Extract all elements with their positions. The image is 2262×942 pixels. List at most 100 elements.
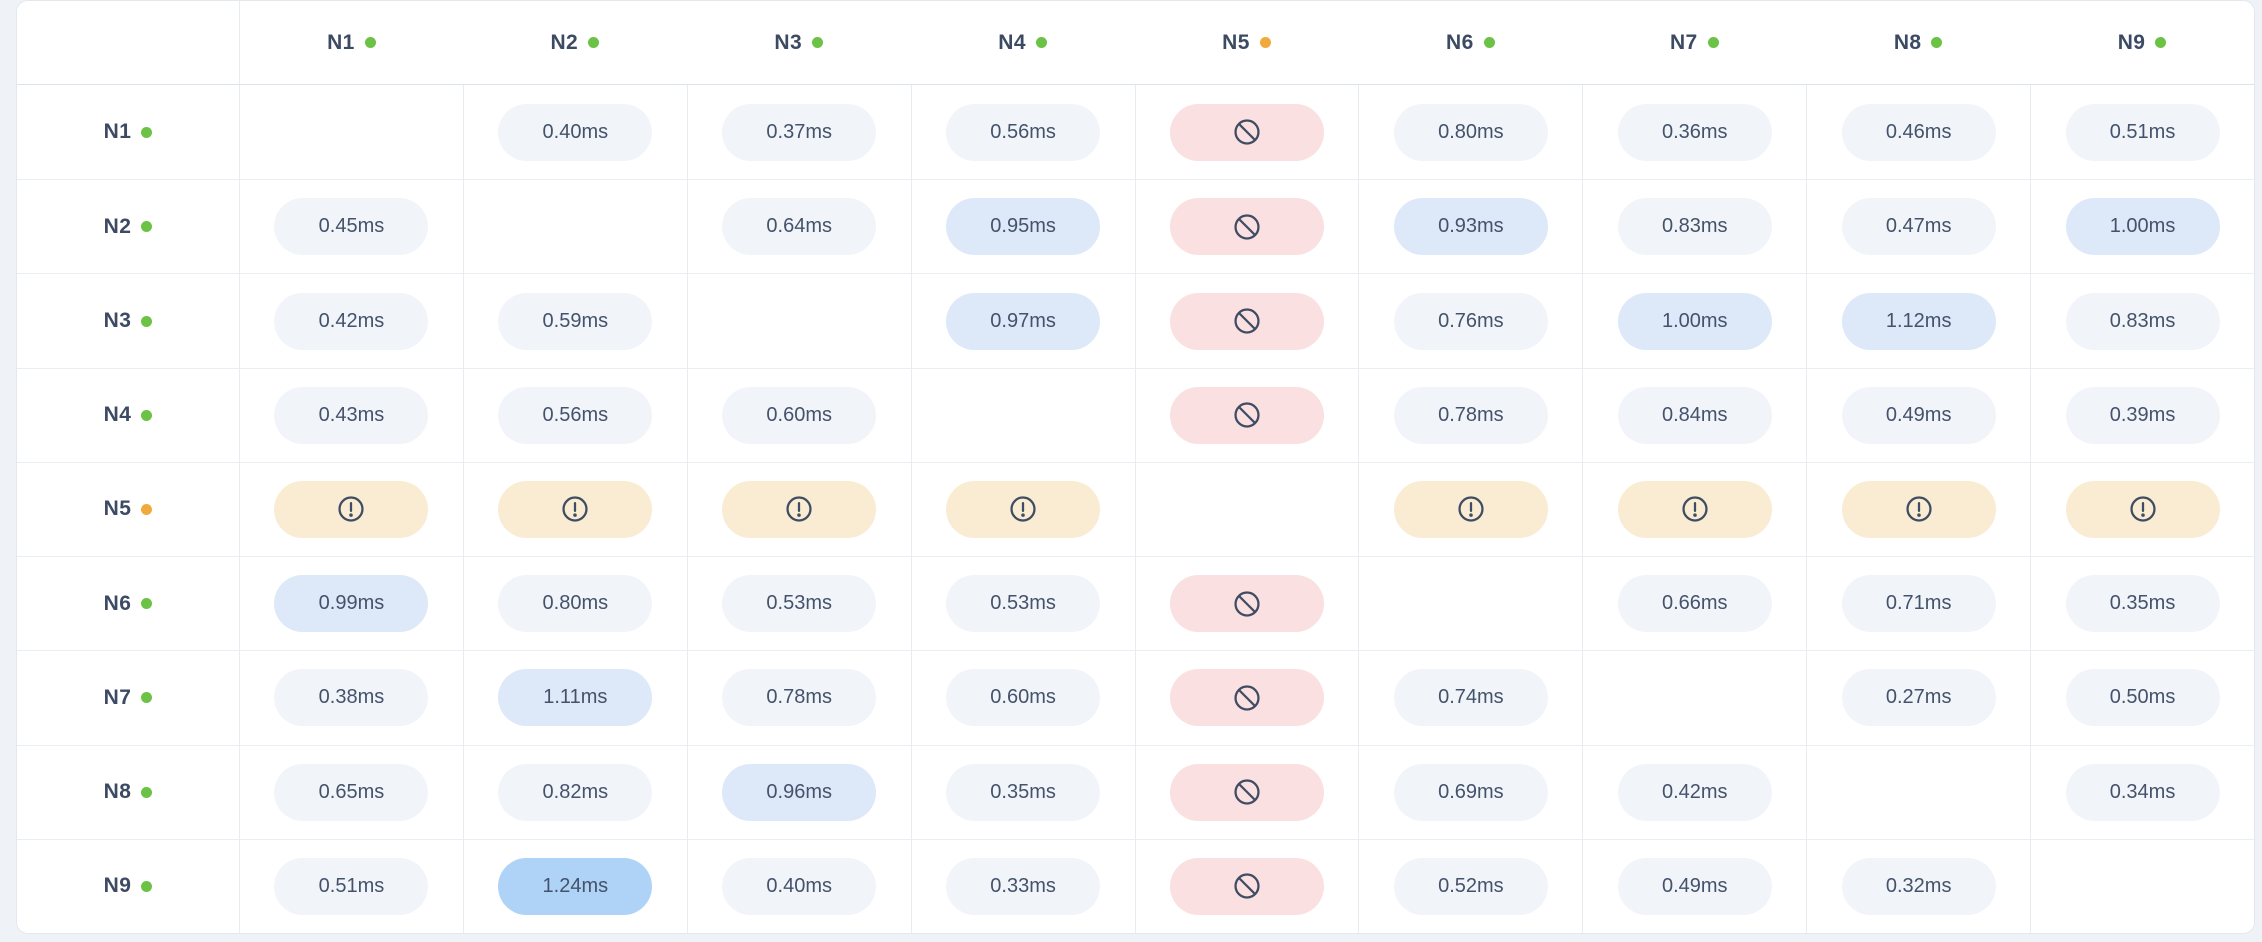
- latency-badge[interactable]: 0.32ms: [1841, 857, 1996, 915]
- blocked-badge[interactable]: [1169, 198, 1324, 256]
- blocked-badge[interactable]: [1169, 669, 1324, 727]
- latency-badge[interactable]: 0.51ms: [2065, 103, 2220, 161]
- latency-badge[interactable]: 0.59ms: [498, 292, 653, 350]
- warning-badge[interactable]: [1393, 480, 1548, 538]
- latency-badge[interactable]: 0.71ms: [1841, 575, 1996, 633]
- column-header-n9[interactable]: N9: [2030, 1, 2254, 85]
- column-header-n5[interactable]: N5: [1134, 1, 1359, 85]
- latency-badge[interactable]: 0.49ms: [1841, 386, 1996, 444]
- row-header-n8[interactable]: N8: [17, 744, 239, 839]
- latency-badge[interactable]: 0.40ms: [722, 857, 877, 915]
- latency-badge[interactable]: 0.83ms: [1617, 198, 1772, 256]
- warning-badge[interactable]: [2065, 480, 2220, 538]
- column-header-n3[interactable]: N3: [686, 1, 911, 85]
- blocked-badge[interactable]: [1169, 857, 1324, 915]
- blocked-badge[interactable]: [1169, 763, 1324, 821]
- latency-badge[interactable]: 0.97ms: [946, 292, 1101, 350]
- latency-badge[interactable]: 0.50ms: [2065, 669, 2220, 727]
- column-header-n6[interactable]: N6: [1358, 1, 1583, 85]
- row-header-n1[interactable]: N1: [17, 85, 239, 180]
- warning-badge[interactable]: [498, 480, 653, 538]
- latency-badge[interactable]: 0.64ms: [722, 198, 877, 256]
- latency-badge[interactable]: 0.60ms: [722, 386, 877, 444]
- warning-badge[interactable]: [946, 480, 1101, 538]
- latency-badge[interactable]: 0.34ms: [2065, 763, 2220, 821]
- row-header-n3[interactable]: N3: [17, 273, 239, 368]
- latency-badge[interactable]: 1.00ms: [2065, 198, 2220, 256]
- blocked-badge[interactable]: [1169, 103, 1324, 161]
- latency-badge[interactable]: 0.69ms: [1393, 763, 1548, 821]
- latency-badge[interactable]: 0.82ms: [498, 763, 653, 821]
- column-header-n1[interactable]: N1: [239, 1, 463, 85]
- latency-badge[interactable]: 0.56ms: [498, 386, 653, 444]
- blocked-badge[interactable]: [1169, 292, 1324, 350]
- row-header-n4[interactable]: N4: [17, 367, 239, 462]
- latency-badge[interactable]: 0.65ms: [274, 763, 429, 821]
- latency-badge[interactable]: 0.80ms: [1393, 103, 1548, 161]
- warning-badge[interactable]: [1841, 480, 1996, 538]
- latency-badge[interactable]: 0.99ms: [274, 575, 429, 633]
- latency-badge[interactable]: 1.24ms: [498, 857, 653, 915]
- latency-badge[interactable]: 0.46ms: [1841, 103, 1996, 161]
- latency-badge[interactable]: 0.95ms: [946, 198, 1101, 256]
- cell-n8-n7: 0.42ms: [1582, 744, 1807, 839]
- latency-badge[interactable]: 0.78ms: [1393, 386, 1548, 444]
- latency-badge[interactable]: 0.49ms: [1617, 857, 1772, 915]
- latency-badge[interactable]: 0.27ms: [1841, 669, 1996, 727]
- latency-badge[interactable]: 0.66ms: [1617, 575, 1772, 633]
- latency-badge[interactable]: 0.33ms: [946, 857, 1101, 915]
- latency-badge[interactable]: 1.12ms: [1841, 292, 1996, 350]
- latency-badge[interactable]: 0.43ms: [274, 386, 429, 444]
- latency-badge[interactable]: 0.96ms: [722, 763, 877, 821]
- latency-badge[interactable]: 0.83ms: [2065, 292, 2220, 350]
- latency-badge[interactable]: 0.35ms: [946, 763, 1101, 821]
- blocked-badge[interactable]: [1169, 575, 1324, 633]
- latency-badge[interactable]: 0.45ms: [274, 198, 429, 256]
- column-header-n2[interactable]: N2: [462, 1, 687, 85]
- latency-badge[interactable]: 0.36ms: [1617, 103, 1772, 161]
- latency-badge[interactable]: 0.40ms: [498, 103, 653, 161]
- status-dot: [141, 221, 153, 233]
- latency-badge[interactable]: 0.52ms: [1393, 857, 1548, 915]
- cell-n9-n6: 0.52ms: [1358, 838, 1583, 933]
- latency-badge[interactable]: 0.51ms: [274, 857, 429, 915]
- latency-badge[interactable]: 0.39ms: [2065, 386, 2220, 444]
- warning-badge[interactable]: [274, 480, 429, 538]
- warning-badge[interactable]: [722, 480, 877, 538]
- latency-badge[interactable]: 1.11ms: [498, 669, 653, 727]
- latency-badge[interactable]: 0.38ms: [274, 669, 429, 727]
- latency-badge[interactable]: 0.53ms: [946, 575, 1101, 633]
- column-header-n4[interactable]: N4: [910, 1, 1135, 85]
- latency-badge[interactable]: 1.00ms: [1617, 292, 1772, 350]
- column-header-n8[interactable]: N8: [1806, 1, 2031, 85]
- row-header-n2[interactable]: N2: [17, 179, 239, 274]
- alert-circle-icon: [2127, 493, 2159, 525]
- latency-badge[interactable]: 0.74ms: [1393, 669, 1548, 727]
- latency-badge[interactable]: 0.47ms: [1841, 198, 1996, 256]
- row-header-n6[interactable]: N6: [17, 556, 239, 651]
- column-header-n7[interactable]: N7: [1582, 1, 1807, 85]
- row-header-n9[interactable]: N9: [17, 838, 239, 933]
- latency-badge[interactable]: 0.84ms: [1617, 386, 1772, 444]
- node-label: N2: [550, 30, 579, 54]
- latency-badge[interactable]: 0.42ms: [1617, 763, 1772, 821]
- latency-badge[interactable]: 0.60ms: [946, 669, 1101, 727]
- latency-badge[interactable]: 0.53ms: [722, 575, 877, 633]
- latency-badge[interactable]: 0.42ms: [274, 292, 429, 350]
- latency-badge[interactable]: 0.78ms: [722, 669, 877, 727]
- node-label-group: N4: [104, 403, 153, 427]
- node-label: N9: [103, 874, 132, 898]
- latency-badge[interactable]: 0.80ms: [498, 575, 653, 633]
- latency-badge[interactable]: 0.37ms: [722, 103, 877, 161]
- latency-badge[interactable]: 0.76ms: [1393, 292, 1548, 350]
- blocked-badge[interactable]: [1169, 386, 1324, 444]
- warning-badge[interactable]: [1617, 480, 1772, 538]
- cell-n9-n4: 0.33ms: [910, 838, 1135, 933]
- latency-badge[interactable]: 0.93ms: [1393, 198, 1548, 256]
- latency-badge[interactable]: 0.35ms: [2065, 575, 2220, 633]
- latency-badge[interactable]: 0.56ms: [946, 103, 1101, 161]
- cell-n8-n1: 0.65ms: [239, 744, 463, 839]
- node-label: N3: [774, 30, 803, 54]
- row-header-n7[interactable]: N7: [17, 650, 239, 745]
- row-header-n5[interactable]: N5: [17, 461, 239, 557]
